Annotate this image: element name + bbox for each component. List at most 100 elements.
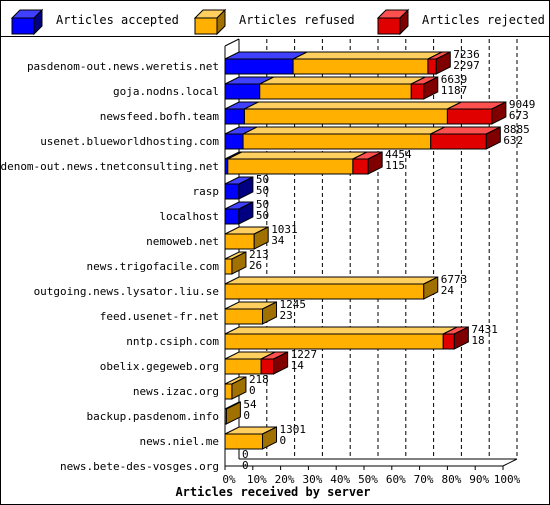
bar-top [224, 276, 438, 285]
bars [224, 51, 507, 450]
floor-edge-line [502, 458, 518, 467]
x-tick-label: 40% [330, 473, 350, 486]
bar-segment [224, 133, 244, 150]
bar-top [259, 76, 426, 85]
x-tick-label: 70% [414, 473, 434, 486]
bar-side [262, 426, 278, 450]
bar-segment [224, 83, 261, 100]
x-axis-label: Articles received by server [175, 485, 370, 499]
bar-segment [260, 358, 275, 375]
category-label: localhost [159, 210, 219, 223]
legend-swatch [194, 17, 218, 35]
value-label-total: 9049 [509, 98, 536, 111]
value-label-total: 218 [249, 373, 269, 386]
category-label: backup.pasdenom.info [87, 410, 219, 423]
value-label-total: 4454 [385, 148, 412, 161]
bar-side [273, 351, 289, 375]
bar-segment [224, 58, 294, 75]
value-label-secondary: 18 [471, 334, 484, 347]
category-label: news.trigofacile.com [87, 260, 220, 273]
x-tick-label: 50% [358, 473, 378, 486]
x-tick-label: 20% [275, 473, 295, 486]
category-label: goja.nodns.local [113, 85, 219, 98]
value-label-total: 213 [249, 248, 269, 261]
value-label-secondary: 0 [280, 434, 287, 447]
legend: Articles accepted Articles refused Article… [10, 8, 545, 36]
value-label-secondary: 26 [249, 259, 262, 272]
bar-side [225, 401, 241, 425]
bar-segment [224, 333, 444, 350]
x-tick-label: 60% [386, 473, 406, 486]
x-tick-label: 10% [247, 473, 267, 486]
bar-side [453, 326, 469, 350]
bar-segment [430, 133, 487, 150]
bar-segment [242, 133, 432, 150]
bar-segment [446, 108, 493, 125]
bar-segment [224, 108, 245, 125]
value-label-secondary: 632 [503, 134, 523, 147]
category-label: obelix.gegeweb.org [100, 360, 219, 373]
bar-side [238, 176, 254, 200]
value-label-total: 8885 [503, 123, 530, 136]
x-tick-label: 80% [441, 473, 461, 486]
bar-side [231, 376, 247, 400]
value-label-secondary: 0 [243, 409, 250, 422]
value-label-secondary: 50 [256, 184, 269, 197]
legend-swatch [377, 17, 401, 35]
bar-side [423, 276, 439, 300]
bar-top [244, 101, 462, 110]
bar-top [224, 326, 458, 335]
bar-side [435, 51, 451, 75]
value-label-total: 1031 [271, 223, 298, 236]
bar-side [485, 126, 501, 150]
value-label-secondary: 14 [291, 359, 305, 372]
value-label-total: 1227 [291, 348, 318, 361]
bar-segment [292, 58, 429, 75]
value-label-total: 1301 [280, 423, 307, 436]
category-label: pasdenom-out.news.weretis.net [27, 60, 219, 73]
category-label: nemoweb.net [146, 235, 219, 248]
frame-line [224, 38, 240, 47]
value-label-secondary: 115 [385, 159, 405, 172]
bar-segment [410, 83, 425, 100]
value-label-total: 54 [243, 398, 257, 411]
value-label-secondary: 50 [256, 209, 269, 222]
x-axis: 0% 10% 20% 30% 40% 50% 60% 70% 80% 90% 100% [222, 466, 521, 486]
value-label-secondary: 24 [441, 284, 455, 297]
bar-side [491, 101, 507, 125]
category-label: news.bete-des-vosges.org [60, 460, 219, 473]
bar-segment [427, 58, 437, 75]
bar-segment [224, 383, 233, 400]
value-label-secondary: 0 [242, 459, 249, 472]
legend-swatch [11, 17, 35, 35]
bar-side [238, 201, 254, 225]
bar-top [292, 51, 443, 60]
value-label-total: 7431 [471, 323, 498, 336]
value-label-secondary: 0 [249, 384, 256, 397]
bar-segment [352, 158, 369, 175]
value-label-total: 50 [256, 173, 269, 186]
x-tick-label: 0% [222, 473, 236, 486]
x-tick-label: 30% [302, 473, 322, 486]
bar-side [231, 251, 247, 275]
bar-segment [224, 258, 233, 275]
value-label-total: 6639 [441, 73, 468, 86]
bar-segment [224, 233, 255, 250]
bar-segment [224, 358, 262, 375]
legend-label: Articles accepted [56, 13, 179, 27]
bar-top [227, 151, 368, 160]
bar-segment [224, 183, 240, 200]
category-label: feed.usenet-fr.net [100, 310, 219, 323]
bar-segment [259, 83, 412, 100]
value-label-total: 0 [242, 448, 249, 461]
value-labels: 7236229766391187904967388856324454115505… [242, 48, 535, 472]
category-label: news.izac.org [133, 385, 219, 398]
bar-side [367, 151, 383, 175]
bar-top [242, 126, 445, 135]
value-label-total: 7236 [453, 48, 480, 61]
bar-segment [224, 433, 264, 450]
bar-side [262, 301, 278, 325]
category-label: news.niel.me [140, 435, 219, 448]
category-labels: pasdenom-out.news.weretis.net goja.nodns.… [0, 60, 219, 473]
value-label-total: 50 [256, 198, 269, 211]
